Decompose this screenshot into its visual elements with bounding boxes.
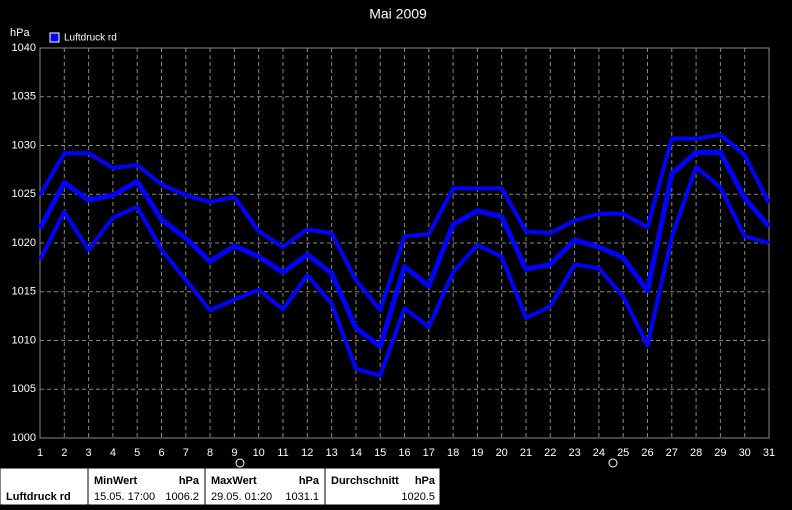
x-tick-label: 11 (277, 447, 288, 459)
y-tick-label: 1030 (12, 139, 36, 151)
x-tick-label: 7 (183, 447, 189, 459)
x-tick-label: 31 (763, 447, 775, 459)
x-tick-label: 16 (398, 447, 410, 459)
col-unit: hPa (299, 475, 320, 487)
row-label: Luftdruck rd (6, 491, 71, 503)
x-tick-label: 23 (568, 447, 580, 459)
x-tick-label: 27 (666, 447, 678, 459)
col-unit: hPa (415, 475, 436, 487)
y-tick-label: 1025 (12, 188, 36, 200)
y-tick-label: 1035 (12, 91, 36, 103)
x-tick-label: 25 (617, 447, 629, 459)
value: 1020.5 (401, 491, 435, 503)
value: 1006.2 (165, 491, 199, 503)
line (38, 132, 771, 313)
x-tick-label: 8 (207, 447, 213, 459)
stats-table: Luftdruck rd MinWert hPa 15.05. 17:00 10… (0, 467, 441, 506)
col-header: MaxWert (211, 475, 257, 487)
x-tick-label: 12 (301, 447, 313, 459)
x-tick-label: 15 (374, 447, 386, 459)
moon-icon (608, 458, 618, 468)
line (37, 149, 771, 349)
x-tick-label: 14 (350, 447, 362, 459)
x-tick-label: 28 (690, 447, 702, 459)
col-header: MinWert (94, 475, 138, 487)
x-tick-label: 21 (520, 447, 532, 459)
x-tick-label: 10 (253, 447, 265, 459)
y-tick-label: 1020 (12, 237, 36, 249)
x-tick-label: 9 (231, 447, 237, 459)
x-tick-label: 4 (110, 447, 116, 459)
moon-icon (235, 458, 245, 468)
chart-title: Mai 2009 (369, 6, 427, 22)
legend-label: Luftdruck rd (64, 33, 117, 44)
time: 15.05. 17:00 (94, 491, 155, 503)
x-tick-label: 6 (158, 447, 164, 459)
line (38, 164, 770, 378)
legend-swatch (49, 32, 60, 43)
y-tick-label: 1000 (12, 432, 36, 444)
x-tick-label: 19 (471, 447, 483, 459)
y-tick-label: 1040 (12, 42, 36, 54)
x-tick-label: 22 (544, 447, 556, 459)
x-tick-label: 13 (325, 447, 337, 459)
x-tick-label: 2 (61, 447, 67, 459)
x-tick-label: 3 (86, 447, 92, 459)
x-tick-label: 18 (447, 447, 459, 459)
x-tick-label: 24 (593, 447, 605, 459)
time: 29.05. 01:20 (211, 491, 272, 503)
y-tick-label: 1010 (12, 334, 36, 346)
x-tick-label: 5 (134, 447, 140, 459)
y-axis-label: hPa (10, 27, 30, 39)
x-tick-label: 20 (496, 447, 508, 459)
value: 1031.1 (285, 491, 319, 503)
x-tick-label: 1 (37, 447, 43, 459)
x-tick-label: 29 (714, 447, 726, 459)
x-tick-label: 17 (423, 447, 435, 459)
x-tick-label: 26 (641, 447, 653, 459)
col-header: Durchschnitt (331, 475, 399, 487)
table-bg (0, 467, 441, 506)
y-tick-label: 1005 (12, 383, 36, 395)
col-unit: hPa (179, 475, 200, 487)
y-tick-label: 1015 (12, 286, 36, 298)
x-tick-label: 30 (739, 447, 751, 459)
